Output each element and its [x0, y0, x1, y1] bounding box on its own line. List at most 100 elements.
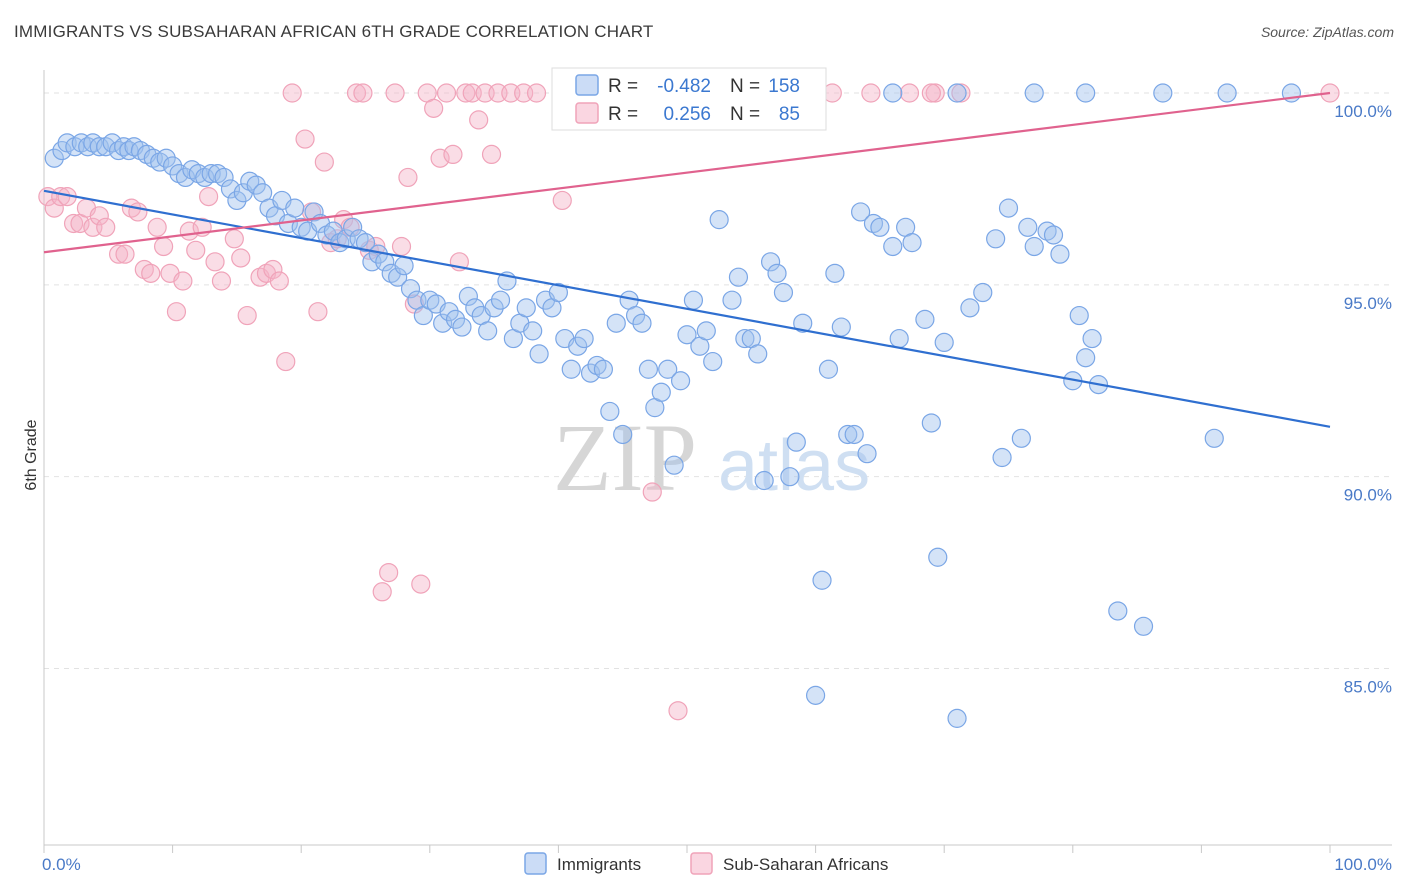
point-immigrants [780, 467, 800, 487]
point-immigrants [928, 547, 948, 567]
x-tick-label-max: 100.0% [1334, 855, 1392, 874]
point-subsaharan [108, 244, 129, 264]
point-immigrants [703, 351, 723, 372]
point-subsaharan [398, 167, 418, 188]
point-immigrants [304, 202, 324, 222]
point-immigrants [825, 263, 845, 283]
point-immigrants [484, 298, 504, 318]
y-tick-label: 85.0% [1344, 678, 1392, 697]
point-immigrants [696, 321, 716, 341]
stats-swatch-subsaharan [575, 102, 599, 124]
point-immigrants [568, 336, 588, 356]
point-immigrants [767, 263, 787, 283]
point-subsaharan [411, 574, 431, 594]
point-immigrants [452, 317, 472, 337]
stats-r-label-immigrants: R = [608, 76, 638, 97]
watermark-atlas: atlas [718, 426, 870, 506]
stats-n-label-subsaharan: N = [730, 104, 760, 125]
point-immigrants [445, 309, 466, 329]
point-immigrants [638, 359, 659, 379]
point-subsaharan [552, 190, 572, 211]
point-immigrants [355, 233, 376, 253]
point-immigrants [433, 313, 453, 333]
point-immigrants [986, 229, 1006, 249]
point-subsaharan [861, 83, 881, 103]
point-immigrants [773, 282, 794, 303]
point-subsaharan [353, 83, 373, 103]
point-subsaharan [147, 217, 167, 237]
point-immigrants [851, 202, 871, 222]
point-subsaharan [141, 263, 161, 283]
point-immigrants [632, 313, 652, 333]
point-immigrants [664, 455, 684, 475]
point-subsaharan [211, 271, 232, 291]
point-immigrants [870, 217, 890, 237]
point-immigrants [343, 217, 363, 237]
point-immigrants [960, 298, 980, 318]
point-subsaharan [526, 83, 547, 103]
point-immigrants [683, 290, 704, 310]
point-immigrants [735, 328, 755, 349]
point-immigrants [388, 267, 408, 287]
point-subsaharan [276, 351, 296, 372]
point-subsaharan [314, 152, 334, 172]
point-immigrants [529, 344, 549, 364]
point-immigrants [1076, 83, 1096, 103]
point-immigrants [516, 298, 536, 318]
point-immigrants [728, 267, 749, 287]
point-subsaharan [379, 562, 399, 583]
point-subsaharan [346, 83, 367, 103]
point-immigrants [651, 382, 671, 402]
point-immigrants [574, 328, 594, 349]
stats-box: R = -0.482 N = 158 R = 0.256 N = 85 [551, 67, 827, 131]
stats-r-label-subsaharan: R = [608, 104, 638, 125]
point-immigrants [670, 371, 691, 391]
point-immigrants [1076, 348, 1096, 368]
point-immigrants [227, 190, 247, 211]
point-subsaharan [469, 110, 489, 130]
point-immigrants [805, 685, 826, 705]
point-immigrants [606, 313, 626, 333]
tick-labels: 85.0% 90.0% 95.0% 100.0% 0.0% 100.0% [42, 102, 1392, 874]
point-subsaharan [921, 83, 941, 103]
point-immigrants [1043, 225, 1064, 245]
point-immigrants [478, 321, 498, 341]
point-immigrants [838, 424, 858, 445]
point-subsaharan [443, 144, 463, 165]
point-immigrants [973, 282, 993, 303]
point-immigrants [1069, 305, 1089, 326]
point-immigrants [947, 708, 967, 728]
point-subsaharan [199, 187, 219, 207]
point-subsaharan [128, 202, 148, 222]
y-tick-label: 100.0% [1334, 102, 1392, 121]
stats-n-immigrants: 158 [768, 76, 800, 97]
point-immigrants [857, 444, 877, 464]
point-subsaharan [205, 252, 225, 272]
point-immigrants [902, 233, 922, 253]
stats-n-subsaharan: 85 [779, 104, 800, 125]
point-subsaharan [385, 83, 405, 103]
point-immigrants [548, 282, 569, 303]
trend-lines [43, 91, 1331, 428]
y-tick-label: 90.0% [1344, 486, 1392, 505]
point-immigrants [998, 198, 1019, 218]
point-immigrants [580, 363, 601, 383]
series-immigrants-points [44, 83, 1302, 728]
point-immigrants [934, 332, 954, 353]
point-subsaharan [436, 83, 457, 103]
legend: Immigrants Sub-Saharan Africans [524, 852, 888, 875]
point-subsaharan [295, 129, 315, 149]
point-subsaharan [481, 144, 502, 165]
point-immigrants [201, 163, 221, 184]
point-immigrants [1204, 428, 1224, 448]
point-subsaharan [224, 229, 244, 249]
point-immigrants [465, 298, 485, 318]
point-immigrants [439, 302, 459, 322]
point-immigrants [709, 210, 729, 230]
point-immigrants [754, 470, 774, 491]
point-immigrants [844, 424, 864, 445]
point-immigrants [214, 167, 234, 188]
point-immigrants [883, 236, 903, 257]
point-subsaharan [430, 148, 450, 168]
point-immigrants [812, 570, 832, 590]
